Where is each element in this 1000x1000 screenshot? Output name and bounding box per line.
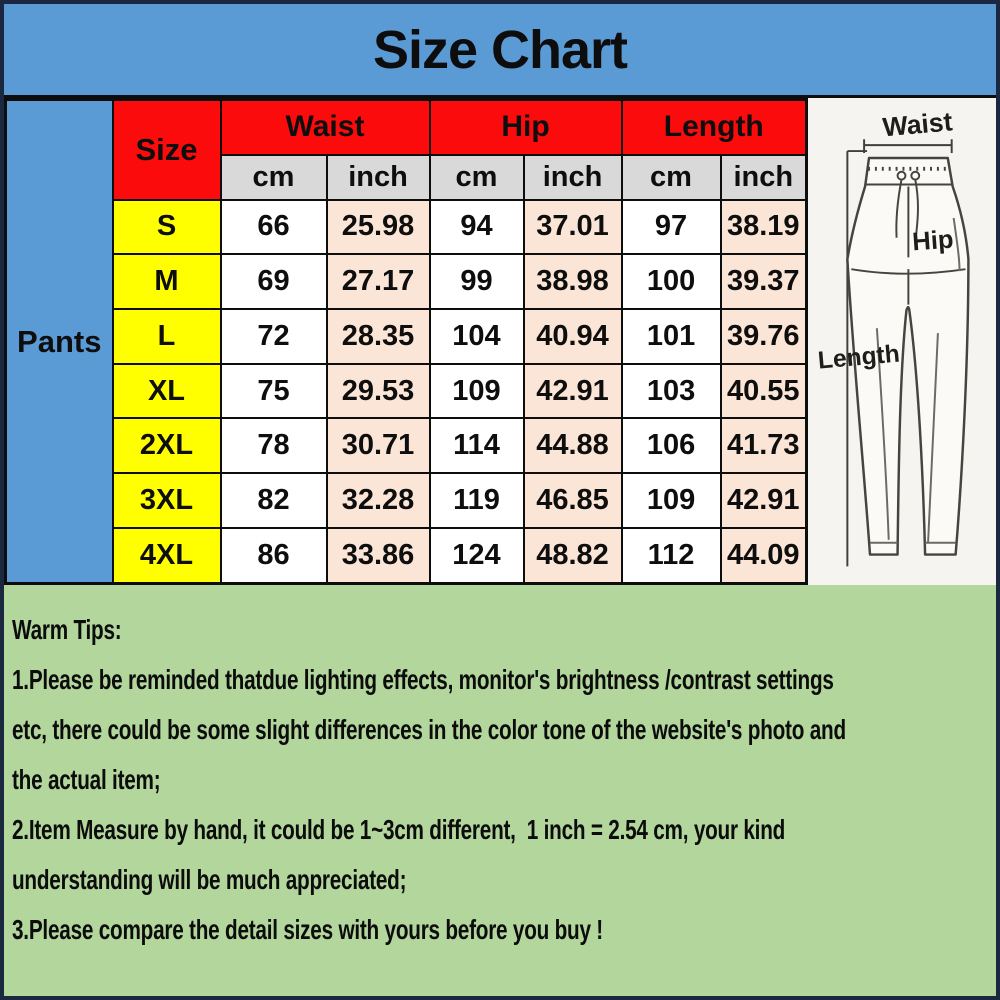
hip-cm-cell: 104 [428,307,525,365]
hip-cm-cell: 119 [428,472,525,529]
warm-tips-line: 1.Please be reminded thatdue lighting ef… [12,664,834,695]
length-header-cell: Length [620,98,808,156]
length-inch-cell: 39.76 [719,307,808,365]
hip-cm-cell: 109 [428,362,525,420]
table-header-row: Pants Size Waist Hip Length [4,98,808,585]
warm-tips-heading: Warm Tips: [12,614,122,645]
table-row: 2XL 78 30.71 114 44.88 106 41.73 [6,417,808,475]
waist-inch-cell: 33.86 [325,526,431,585]
warm-tips-line: the actual item; [12,764,161,795]
length-cm-cell: 103 [620,362,722,420]
length-cm-cell: 97 [620,198,722,256]
size-header-cell: Size [111,98,222,201]
length-inch-cell: 42.91 [719,472,808,529]
hip-inch-cell: 40.94 [522,307,623,365]
waist-inch-cell: 25.98 [325,198,431,256]
waist-header-cell: Waist [219,98,431,156]
table-row: 4XL 86 33.86 124 48.82 112 44.09 [6,526,808,585]
content-frame: Size Chart Pants Size Waist Hip Length [4,4,996,996]
table-row: S 66 25.98 94 37.01 97 38.19 [6,198,808,256]
waistband-details [851,166,966,305]
waist-inch-cell: 30.71 [325,417,431,475]
hip-inch-cell: 44.88 [522,417,623,475]
waist-cm-cell: 66 [219,198,328,256]
hip-cm-cell: 99 [428,253,525,310]
size-value-cell: XL [111,362,222,420]
size-table-body: Pants Size Waist Hip Length cm inch cm i… [4,98,808,585]
hip-diagram-label: Hip [911,226,954,257]
table-row: XL 75 29.53 109 42.91 103 40.55 [6,362,808,420]
waist-inch-cell: 28.35 [325,307,431,365]
length-inch-cell: 39.37 [719,253,808,310]
crease-lines [870,217,961,544]
length-cm-cell: 106 [620,417,722,475]
pants-sketch: Waist Hip Length [817,106,970,567]
hip-inch-cell: 48.82 [522,526,623,585]
waist-cm-cell: 72 [219,307,328,365]
product-label-cell: Pants [4,98,114,585]
length-inch-unit-cell: inch [719,153,808,201]
size-value-cell: M [111,253,222,310]
length-inch-cell: 40.55 [719,362,808,420]
size-value-cell: 3XL [111,472,222,529]
waist-cm-cell: 75 [219,362,328,420]
warm-tips-line: 2.Item Measure by hand, it could be 1~3c… [12,814,786,845]
hip-inch-cell: 37.01 [522,198,623,256]
pants-diagram-panel: Waist Hip Length [808,98,996,585]
waist-cm-cell: 86 [219,526,328,585]
pants-outline [846,156,970,556]
waist-cm-cell: 78 [219,417,328,475]
waist-inch-cell: 27.17 [325,253,431,310]
hip-cm-cell: 124 [428,526,525,585]
hip-inch-cell: 46.85 [522,472,623,529]
page-title: Size Chart [372,19,628,80]
drawstring-left [895,179,903,238]
hip-inch-cell: 38.98 [522,253,623,310]
warm-tips-line: 3.Please compare the detail sizes with y… [12,914,603,945]
length-cm-cell: 101 [620,307,722,365]
table-row: 3XL 82 32.28 119 46.85 109 42.91 [6,472,808,529]
waist-cm-unit-cell: cm [219,153,328,201]
waist-inch-cell: 29.53 [325,362,431,420]
length-inch-cell: 41.73 [719,417,808,475]
table-row: M 69 27.17 99 38.98 100 39.37 [6,253,808,310]
hip-cm-unit-cell: cm [428,153,525,201]
length-inch-cell: 44.09 [719,526,808,585]
hip-inch-cell: 42.91 [522,362,623,420]
length-cm-cell: 100 [620,253,722,310]
title-banner: Size Chart [4,4,996,98]
waist-inch-unit-cell: inch [325,153,431,201]
waist-cm-cell: 69 [219,253,328,310]
waist-diagram-label: Waist [881,106,953,142]
size-value-cell: 2XL [111,417,222,475]
warm-tips-line: etc, there could be some slight differen… [12,714,846,745]
length-inch-cell: 38.19 [719,198,808,256]
hip-inch-unit-cell: inch [522,153,623,201]
hip-header-cell: Hip [428,98,623,156]
length-cm-unit-cell: cm [620,153,722,201]
hip-cm-cell: 94 [428,198,525,256]
main-area: Pants Size Waist Hip Length cm inch cm i… [4,98,996,585]
length-cm-cell: 109 [620,472,722,529]
table-units-row: cm inch cm inch cm inch [6,153,808,201]
waist-cm-cell: 82 [219,472,328,529]
size-chart-table: Pants Size Waist Hip Length cm inch cm i… [4,98,809,585]
waist-inch-cell: 32.28 [325,472,431,529]
size-value-cell: S [111,198,222,256]
warm-tips-line: understanding will be much appreciated; [12,864,407,895]
hip-cm-cell: 114 [428,417,525,475]
size-value-cell: 4XL [111,526,222,585]
table-row: L 72 28.35 104 40.94 101 39.76 [6,307,808,365]
size-value-cell: L [111,307,222,365]
warm-tips-section: Warm Tips: 1.Please be reminded thatdue … [4,585,996,996]
length-cm-cell: 112 [620,526,722,585]
drawstring-right [914,179,919,234]
